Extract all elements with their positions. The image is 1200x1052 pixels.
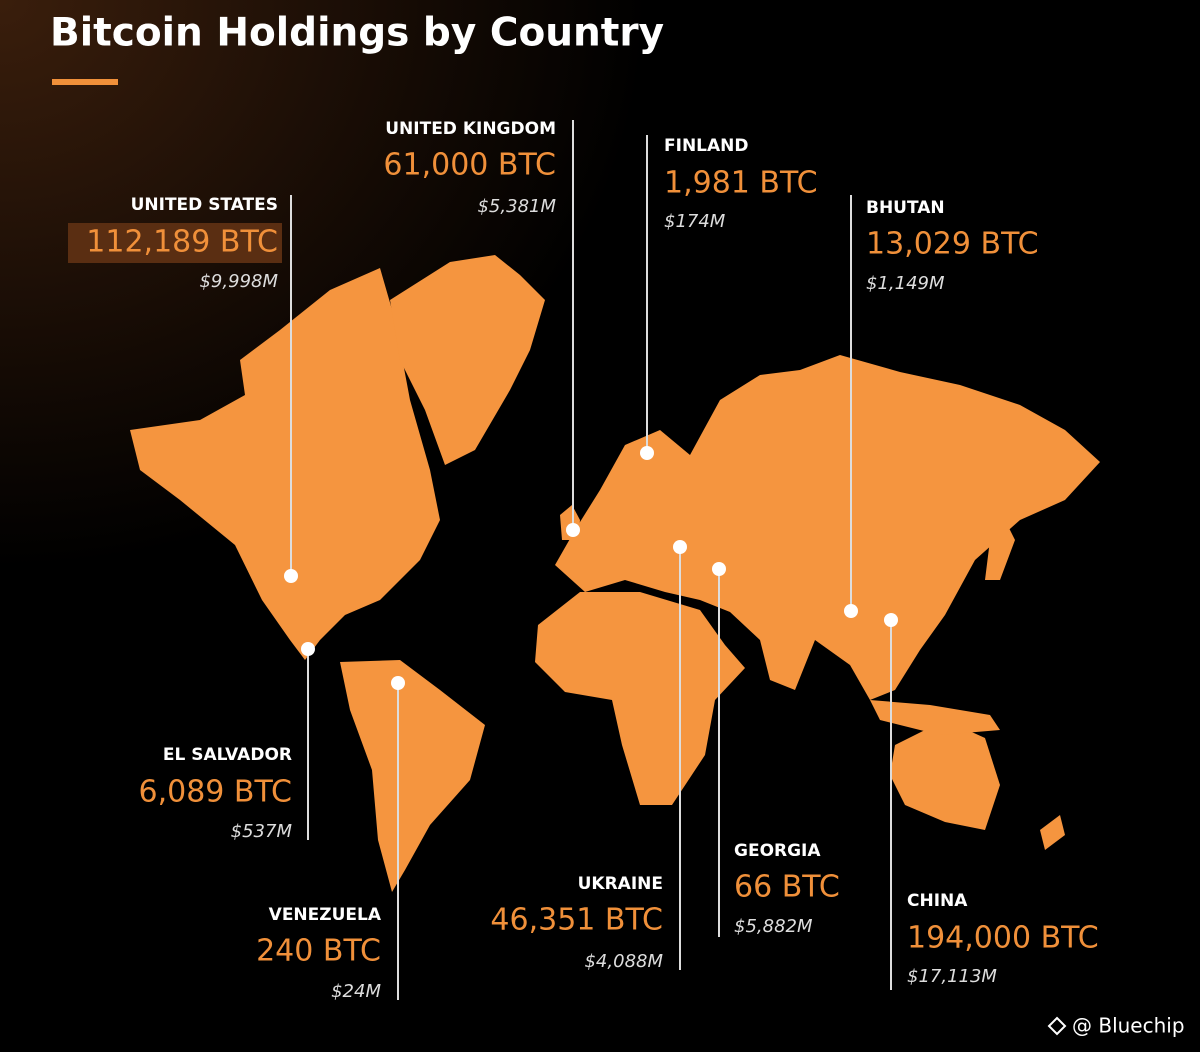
- usd-value: $24M: [331, 981, 381, 1002]
- country-callout: GEORGIA 66 BTC $5,882M: [712, 562, 840, 937]
- eurasia: [555, 355, 1100, 700]
- country-name: CHINA: [907, 891, 968, 911]
- country-name: GEORGIA: [734, 841, 821, 861]
- location-dot: [673, 540, 687, 554]
- watermark-text: @ Bluechip: [1072, 1014, 1185, 1038]
- location-dot: [640, 446, 654, 460]
- btc-amount: 112,189 BTC: [86, 225, 278, 260]
- usd-value: $9,998M: [199, 271, 278, 292]
- indonesia: [870, 700, 1000, 735]
- country-name: FINLAND: [664, 136, 749, 156]
- title: Bitcoin Holdings by Country: [50, 11, 664, 56]
- usd-value: $174M: [664, 211, 726, 232]
- location-dot: [712, 562, 726, 576]
- country-name: BHUTAN: [866, 198, 945, 218]
- usd-value: $5,882M: [734, 916, 813, 937]
- country-callout: CHINA 194,000 BTC $17,113M: [884, 613, 1099, 990]
- greenland: [390, 255, 545, 465]
- location-dot: [566, 523, 580, 537]
- japan: [985, 520, 1015, 580]
- south-america: [340, 660, 485, 892]
- world-map: [130, 255, 1100, 892]
- country-callout: BHUTAN 13,029 BTC $1,149M: [844, 195, 1039, 618]
- usd-value: $17,113M: [907, 966, 997, 987]
- country-callout: EL SALVADOR 6,089 BTC $537M: [138, 642, 315, 842]
- usd-value: $4,088M: [584, 951, 663, 972]
- north-america: [130, 268, 440, 660]
- country-name: UNITED KINGDOM: [385, 119, 556, 139]
- location-dot: [391, 676, 405, 690]
- country-name: EL SALVADOR: [163, 745, 292, 765]
- title-underline: [52, 79, 118, 85]
- btc-amount: 13,029 BTC: [866, 227, 1039, 262]
- country-callout: UNITED KINGDOM 61,000 BTC $5,381M: [383, 119, 580, 537]
- highlight: [68, 223, 282, 263]
- location-dot: [884, 613, 898, 627]
- btc-amount: 194,000 BTC: [907, 921, 1099, 956]
- africa: [535, 592, 745, 805]
- usd-value: $1,149M: [866, 273, 945, 294]
- btc-amount: 66 BTC: [734, 870, 840, 905]
- country-callout: UKRAINE 46,351 BTC $4,088M: [490, 540, 687, 972]
- country-name: VENEZUELA: [269, 905, 382, 925]
- btc-amount: 240 BTC: [256, 934, 381, 969]
- usd-value: $5,381M: [477, 196, 556, 217]
- location-dot: [284, 569, 298, 583]
- country-name: UKRAINE: [578, 874, 663, 894]
- location-dot: [844, 604, 858, 618]
- usd-value: $537M: [231, 821, 293, 842]
- watermark-icon: [1047, 1016, 1067, 1036]
- btc-amount: 1,981 BTC: [664, 166, 818, 201]
- watermark: @ Bluechip: [1047, 1014, 1185, 1038]
- btc-amount: 46,351 BTC: [490, 903, 663, 938]
- new-zealand: [1040, 815, 1065, 850]
- country-callout: UNITED STATES 112,189 BTC $9,998M: [68, 195, 298, 583]
- btc-amount: 6,089 BTC: [138, 775, 292, 810]
- country-callout: VENEZUELA 240 BTC $24M: [256, 676, 405, 1002]
- btc-amount: 61,000 BTC: [383, 148, 556, 183]
- australia: [890, 720, 1000, 830]
- country-name: UNITED STATES: [131, 195, 278, 215]
- location-dot: [301, 642, 315, 656]
- country-callout: FINLAND 1,981 BTC $174M: [640, 135, 818, 460]
